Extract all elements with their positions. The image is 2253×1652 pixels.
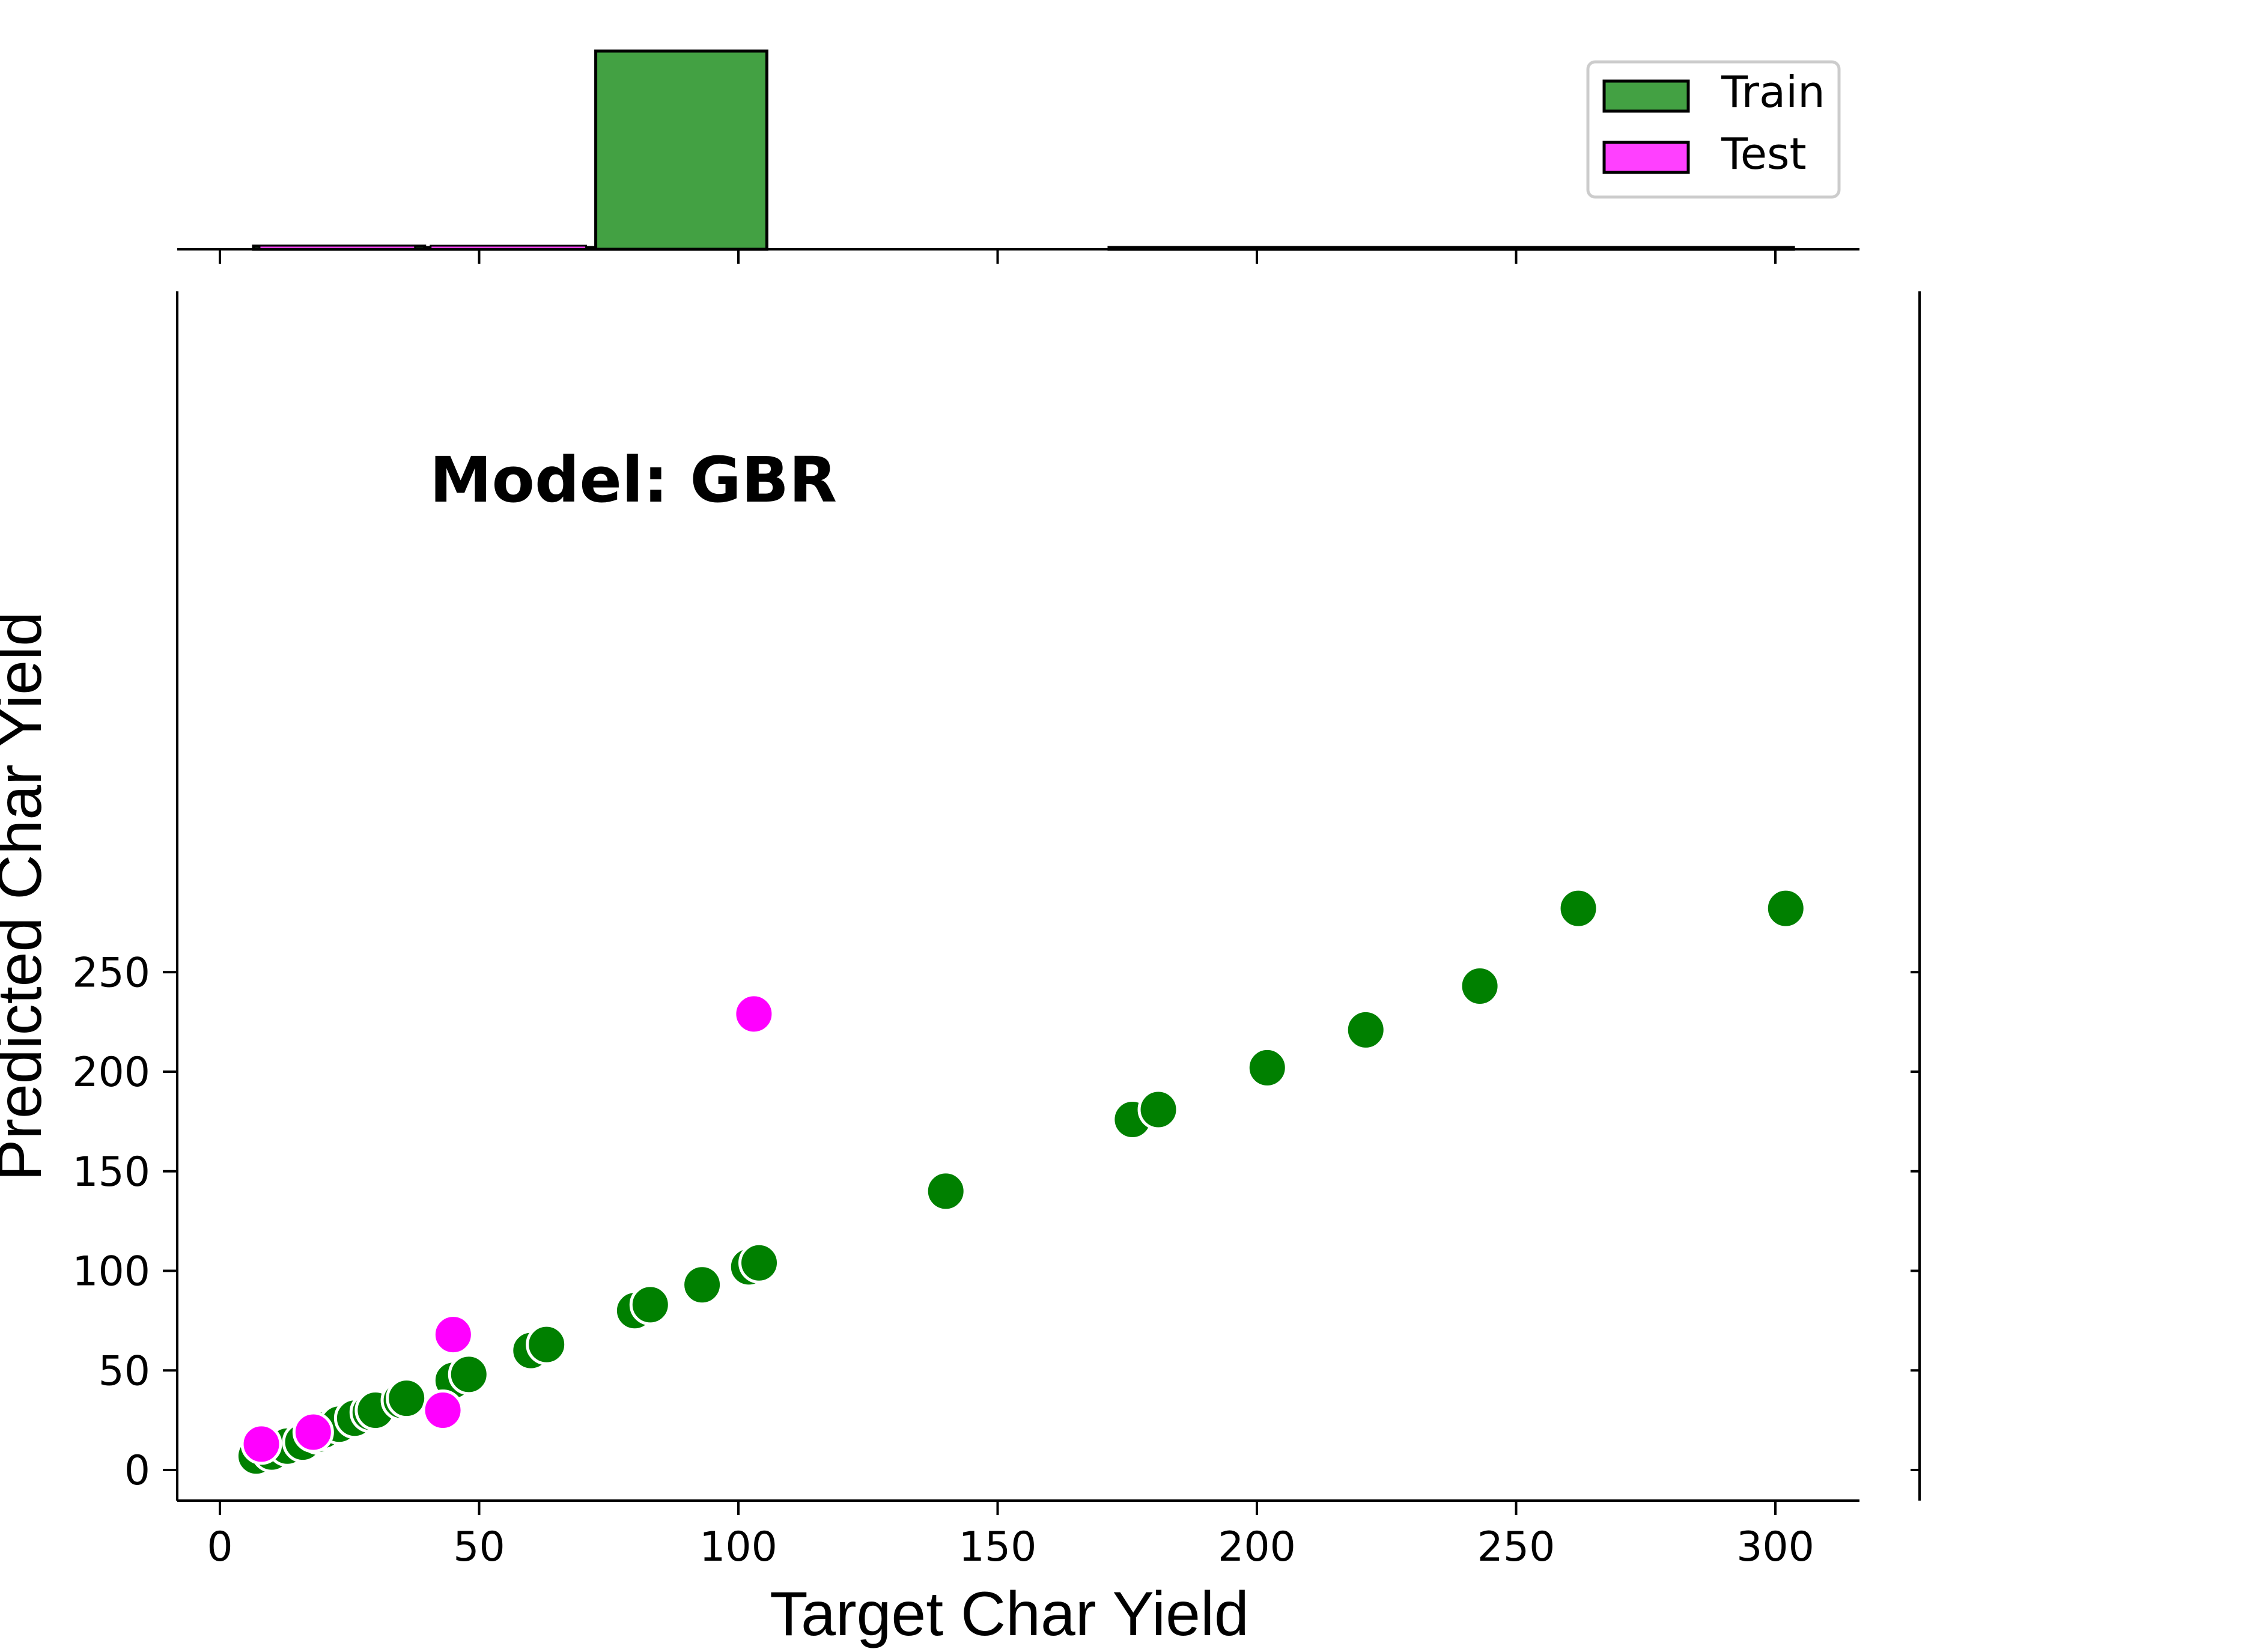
data-point-train <box>448 1353 490 1395</box>
data-point-test <box>292 1411 334 1453</box>
y-axis-label: Predicted Char Yield <box>0 612 55 1181</box>
data-point-train <box>925 1170 967 1212</box>
data-point-train <box>681 1264 723 1306</box>
right-marginal-ticks <box>1911 971 1920 1471</box>
scatter-points <box>235 887 1807 1477</box>
y-tick-label: 150 <box>72 1149 150 1196</box>
y-axis-ticks: 0 50 100 150 200 250 <box>72 949 177 1495</box>
data-point-test <box>733 993 775 1035</box>
data-point-train <box>1765 887 1807 929</box>
legend-swatch-train <box>1602 79 1690 113</box>
y-tick-label: 0 <box>124 1447 150 1495</box>
data-point-train <box>386 1377 428 1420</box>
legend: Train Test <box>1586 60 1841 199</box>
data-point-train <box>629 1284 671 1326</box>
data-point-train <box>1137 1089 1179 1131</box>
x-tick-label: 150 <box>959 1523 1037 1571</box>
y-tick-label: 200 <box>72 1049 150 1096</box>
data-point-test <box>240 1423 282 1465</box>
data-point-train <box>738 1242 780 1284</box>
x-tick-label: 100 <box>699 1523 777 1571</box>
histogram-bar-train <box>594 49 768 251</box>
data-point-train <box>1459 965 1501 1007</box>
y-tick-label: 100 <box>72 1248 150 1296</box>
x-tick-label: 250 <box>1477 1523 1555 1571</box>
x-tick-label: 50 <box>453 1523 505 1571</box>
model-annotation: Model: GBR <box>430 443 837 517</box>
data-point-train <box>1345 1009 1387 1051</box>
data-point-test <box>422 1389 464 1432</box>
x-axis-label: Target Char Yield <box>770 1579 1249 1649</box>
data-point-train <box>1246 1046 1288 1089</box>
data-point-train <box>526 1323 568 1365</box>
x-tick-label: 0 <box>207 1523 233 1571</box>
y-tick-label: 250 <box>72 949 150 997</box>
x-axis-ticks: 0 50 100 150 200 250 300 <box>207 1501 1814 1571</box>
x-tick-label: 300 <box>1736 1523 1814 1571</box>
x-tick-label: 200 <box>1218 1523 1296 1571</box>
legend-label-test: Test <box>1721 129 1807 179</box>
data-point-test <box>432 1314 474 1356</box>
legend-swatch-test <box>1602 141 1690 174</box>
data-point-train <box>1557 887 1599 929</box>
y-tick-label: 50 <box>98 1347 150 1395</box>
histogram-x-ticks <box>219 249 1777 264</box>
legend-label-train: Train <box>1721 67 1825 117</box>
